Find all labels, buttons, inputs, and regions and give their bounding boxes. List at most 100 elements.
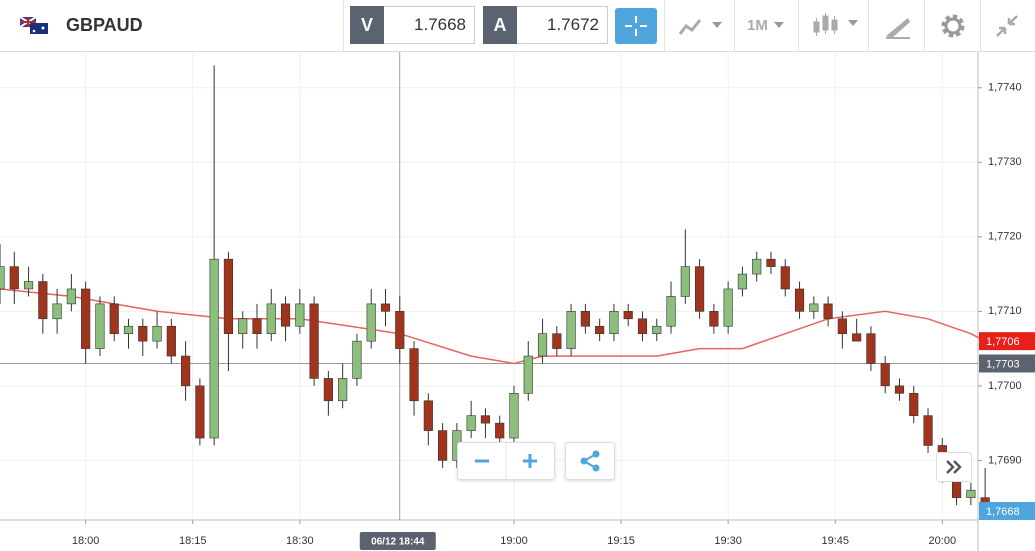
zoom-icons [475, 443, 537, 479]
ask-price: 1.7672 [547, 15, 599, 34]
candle-body [780, 266, 790, 290]
candle-body [552, 333, 562, 349]
candle-body [423, 400, 433, 431]
chart-type-button[interactable] [676, 14, 726, 38]
settings-button[interactable] [939, 12, 967, 40]
flag-icon [20, 17, 48, 34]
x-tick-label: 19:00 [500, 535, 528, 547]
crosshair-button[interactable] [615, 8, 657, 44]
x-tick-label: 20:00 [929, 535, 957, 547]
candle-body [866, 333, 876, 364]
candle-body [352, 340, 362, 379]
candle-body [580, 311, 590, 327]
share-button[interactable] [565, 442, 615, 480]
candle-body [495, 422, 505, 439]
candle-body [837, 318, 847, 334]
candle-body [95, 303, 105, 349]
crosshair-icon [625, 16, 647, 36]
y-tick-label: 1,7730 [988, 156, 1022, 168]
bid-price: 1.7668 [414, 15, 466, 34]
crosshair-label: 06/12 18:44 [371, 537, 425, 548]
candle-body [338, 378, 348, 402]
candle-body [81, 288, 91, 349]
candle-body [0, 266, 5, 290]
candle-body [395, 311, 405, 349]
candle-body [894, 385, 905, 394]
candle-body [652, 325, 662, 334]
candle-body [66, 288, 76, 305]
candle-body [123, 325, 134, 334]
separator [734, 0, 735, 52]
separator [980, 0, 981, 52]
candle-body [138, 325, 148, 342]
x-tick-label: 18:30 [286, 535, 314, 547]
x-tick-label: 19:30 [714, 535, 742, 547]
candle-body [737, 273, 748, 290]
candle-body [280, 303, 291, 327]
candle-body [809, 303, 819, 312]
candle-body [766, 258, 776, 267]
drawing-tool-button[interactable] [884, 14, 912, 40]
crosshair-label-box [359, 532, 436, 550]
candle-body [480, 415, 491, 424]
price-label-box [979, 502, 1035, 520]
candle-body [923, 415, 933, 446]
candle-body [52, 303, 62, 320]
candle-body [109, 303, 119, 334]
candle-body [238, 318, 248, 334]
y-tick-label: 1,7720 [988, 231, 1022, 243]
separator [798, 0, 799, 52]
candle-body [752, 258, 762, 275]
candle-body [709, 311, 719, 327]
moving-average [0, 288, 986, 365]
candle-body [909, 393, 919, 416]
y-tick-label: 1,7710 [988, 305, 1022, 317]
collapse-button[interactable] [994, 13, 1020, 39]
candle-body [637, 318, 648, 334]
candle-body [223, 258, 234, 334]
candle-body [680, 266, 690, 297]
candle-body [195, 385, 205, 439]
timeframe[interactable]: 1M [747, 17, 768, 34]
price-label: 1,7703 [986, 358, 1020, 370]
candle-body [966, 489, 976, 498]
y-tick-label: 1,7740 [988, 82, 1022, 94]
candle-body [509, 393, 519, 439]
dropdown-arrow [774, 22, 784, 28]
symbol: GBPAUD [66, 15, 143, 35]
separator [868, 0, 869, 52]
candle-body [166, 325, 176, 357]
separator [924, 0, 925, 52]
x-tick-label: 19:45 [821, 535, 849, 547]
candle-body [23, 281, 34, 290]
candle-body [566, 311, 576, 349]
bid-tag: V [350, 6, 384, 44]
candle-body [380, 303, 391, 312]
candle-body [366, 303, 376, 342]
scroll-right-button[interactable] [936, 452, 972, 482]
candle-body [595, 325, 605, 334]
price-label: 1,7668 [986, 506, 1020, 518]
x-tick-label: 18:15 [179, 535, 207, 547]
price-label-box [979, 332, 1035, 351]
candle-body [323, 378, 333, 402]
candle-body [666, 296, 676, 327]
candle-body [880, 363, 890, 387]
y-tick-label: 1,7700 [988, 380, 1022, 392]
candle-body [9, 266, 19, 290]
candle-body [181, 355, 191, 387]
toolbar: GBPAUD V 1.7668 A 1.7672 1M [0, 0, 1035, 52]
x-tick-label: 19:15 [607, 535, 635, 547]
share-icon [580, 450, 600, 472]
candle-style-button[interactable] [812, 12, 862, 40]
plot-area [0, 52, 978, 520]
candle-body [523, 355, 533, 394]
candle-body [38, 281, 48, 320]
y-tick-label: 1,7690 [988, 454, 1022, 466]
candle-body [723, 288, 733, 327]
candle-body [409, 348, 419, 402]
candle-body [295, 303, 305, 327]
candle-body [209, 258, 219, 439]
